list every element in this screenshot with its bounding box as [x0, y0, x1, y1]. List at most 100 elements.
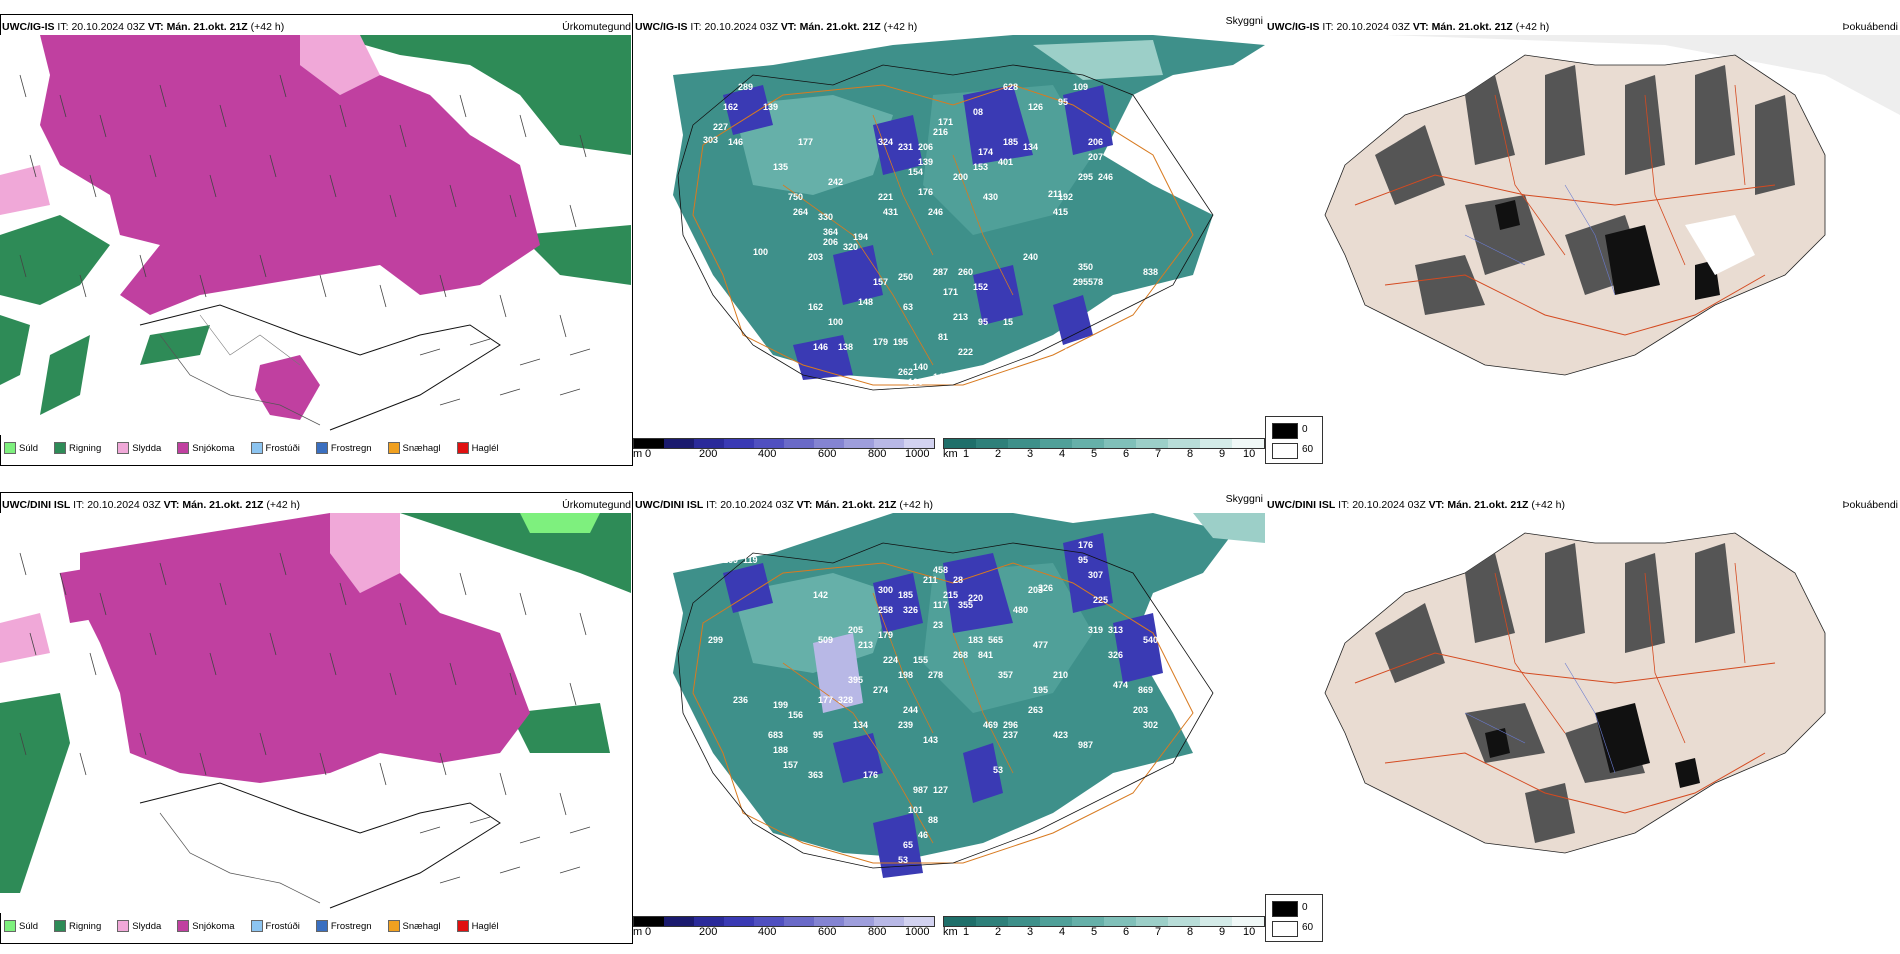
precip-type-panel-bottom: UWC/DINI ISL IT: 20.10.2024 03Z VT: Mán.… [0, 492, 633, 944]
visibility-tick: 2 [995, 448, 1002, 460]
svg-text:480: 480 [1013, 605, 1028, 615]
svg-text:240: 240 [1023, 252, 1038, 262]
visibility-tick: 1 [963, 448, 970, 460]
svg-text:838: 838 [1143, 267, 1158, 277]
svg-text:185: 185 [1003, 137, 1018, 147]
legend-item-hail: Haglél [456, 920, 499, 932]
svg-text:144: 144 [933, 372, 948, 382]
svg-text:183: 183 [968, 635, 983, 645]
svg-text:330: 330 [818, 212, 833, 222]
svg-text:199: 199 [773, 700, 788, 710]
svg-text:244: 244 [903, 705, 918, 715]
svg-text:176: 176 [918, 187, 933, 197]
visibility-tick: 9 [1219, 448, 1226, 460]
svg-text:200: 200 [953, 172, 968, 182]
svg-text:162: 162 [723, 102, 738, 112]
svg-text:628: 628 [1003, 82, 1018, 92]
fog-legend-max: 60 [1302, 922, 1314, 933]
field-name: Skyggni [1225, 15, 1263, 27]
svg-text:319: 319 [1088, 625, 1103, 635]
svg-text:239: 239 [898, 720, 913, 730]
svg-text:313: 313 [1108, 625, 1123, 635]
ceiling-tick: 0 [645, 926, 652, 938]
legend-item-graupel: Snæhagl [387, 442, 441, 454]
svg-text:121: 121 [903, 402, 918, 412]
svg-text:213: 213 [858, 640, 873, 650]
svg-text:174: 174 [978, 147, 993, 157]
svg-text:299: 299 [708, 635, 723, 645]
valid-time: Mán. 21.okt. 21Z [799, 21, 881, 33]
svg-text:63: 63 [903, 302, 913, 312]
lead-time: (+42 h) [1531, 499, 1565, 511]
svg-text:154: 154 [908, 167, 923, 177]
visibility-colorbar: km 1 2 3 4 5 6 7 8 9 10 [943, 438, 1265, 460]
svg-text:328: 328 [838, 695, 853, 705]
svg-text:101: 101 [908, 805, 923, 815]
svg-text:274: 274 [873, 685, 888, 695]
svg-text:264: 264 [793, 207, 808, 217]
svg-text:195: 195 [1033, 685, 1048, 695]
lead-time: (+42 h) [266, 499, 300, 511]
svg-text:987: 987 [1078, 740, 1093, 750]
svg-text:109: 109 [1073, 82, 1088, 92]
field-name: Úrkomutegund [562, 21, 631, 33]
legend-item-rain: Rigning [54, 920, 101, 932]
visibility-tick: 2 [995, 926, 1002, 938]
svg-text:263: 263 [1028, 705, 1043, 715]
svg-text:117: 117 [933, 600, 948, 610]
visibility-tick: 3 [1027, 926, 1034, 938]
svg-text:81: 81 [938, 332, 948, 342]
svg-text:176: 176 [1078, 540, 1093, 550]
svg-text:326: 326 [1108, 650, 1123, 660]
svg-text:176: 176 [733, 540, 748, 550]
legend-item-snow: Snjókoma [177, 442, 235, 454]
svg-text:205: 205 [848, 625, 863, 635]
svg-text:171: 171 [943, 287, 958, 297]
svg-text:23: 23 [933, 620, 943, 630]
svg-text:307: 307 [1088, 570, 1103, 580]
svg-text:198: 198 [898, 670, 913, 680]
svg-text:415: 415 [1053, 207, 1068, 217]
it-label: IT: [706, 499, 718, 511]
svg-text:162: 162 [808, 302, 823, 312]
svg-text:363: 363 [808, 770, 823, 780]
svg-text:53: 53 [898, 855, 908, 865]
ceiling-tick: 600 [818, 448, 837, 460]
legend-item-freezing-rain: Frostregn [315, 920, 372, 932]
svg-text:156: 156 [788, 710, 803, 720]
legend-item-freezing-rain: Frostregn [315, 442, 372, 454]
visibility-tick: 8 [1187, 448, 1194, 460]
visibility-tick: 6 [1123, 926, 1130, 938]
svg-text:95: 95 [813, 730, 823, 740]
svg-text:326: 326 [903, 605, 918, 615]
model-name: UWC/DINI ISL [1267, 499, 1336, 511]
svg-text:430: 430 [983, 192, 998, 202]
vt-label: VT: [1412, 21, 1429, 33]
svg-text:146: 146 [728, 137, 743, 147]
svg-text:155: 155 [913, 655, 928, 665]
svg-text:142: 142 [813, 590, 828, 600]
svg-text:326: 326 [1038, 583, 1053, 593]
svg-text:225: 225 [1093, 595, 1108, 605]
init-time: 20.10.2024 03Z [1336, 21, 1410, 33]
ceiling-colorbar: m 0 200 400 600 800 1000 [633, 916, 935, 938]
svg-text:148: 148 [858, 297, 873, 307]
svg-text:227: 227 [713, 122, 728, 132]
svg-text:750: 750 [788, 192, 803, 202]
fog-index-panel-top: UWC/IG-IS IT: 20.10.2024 03Z VT: Mán. 21… [1265, 14, 1900, 464]
valid-time: Mán. 21.okt. 21Z [1447, 499, 1529, 511]
svg-text:192: 192 [1058, 192, 1073, 202]
svg-text:206: 206 [1088, 137, 1103, 147]
svg-text:169: 169 [723, 555, 738, 565]
it-label: IT: [1338, 499, 1350, 511]
svg-text:65: 65 [903, 840, 913, 850]
svg-text:207: 207 [1088, 152, 1103, 162]
ceiling-tick: 400 [758, 926, 777, 938]
svg-text:221: 221 [878, 192, 893, 202]
svg-text:395: 395 [848, 675, 863, 685]
svg-text:565: 565 [988, 635, 1003, 645]
svg-text:578: 578 [1088, 277, 1103, 287]
precip-type-legend: Súld Rigning Slydda Snjókoma Frostúði Fr… [4, 439, 509, 457]
svg-text:100: 100 [753, 247, 768, 257]
svg-text:203: 203 [1028, 585, 1043, 595]
